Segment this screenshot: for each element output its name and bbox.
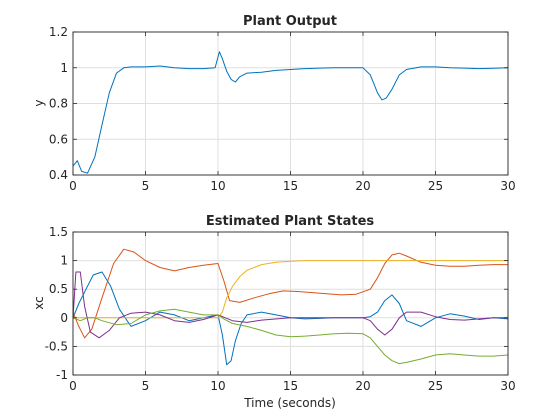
series-line-1 (72, 51, 509, 174)
y-tick-label: 1 (60, 61, 68, 75)
y-tick-label: 1.2 (49, 25, 68, 39)
plot-title: Estimated Plant States (206, 214, 375, 229)
series-line-2 (72, 248, 508, 339)
x-tick-label: 15 (283, 379, 298, 393)
series-line-4 (72, 271, 508, 339)
x-tick-label: 10 (210, 379, 225, 393)
x-axis-label: Time (seconds) (243, 396, 336, 410)
series-line-3 (73, 260, 508, 319)
series-line-1 (72, 271, 509, 366)
y-axis-label: xc (32, 296, 46, 310)
y-tick-label: 0.6 (49, 132, 68, 146)
plant-output-axes: Plant Output y 0 5 10 15 20 25 30 0.4 0.6 0.8 1 1.2 (32, 14, 516, 193)
x-tick-label: 25 (428, 379, 443, 393)
x-tick-label: 30 (500, 379, 515, 393)
x-tick-label: 0 (69, 379, 77, 393)
x-tick-label: 5 (142, 379, 150, 393)
plot-title: Plant Output (243, 14, 337, 29)
y-axis-label: y (32, 99, 46, 106)
x-tick-label: 0 (69, 179, 77, 193)
x-tick-label: 30 (500, 179, 515, 193)
x-tick-label: 20 (355, 379, 370, 393)
y-tick-label: 0.8 (49, 97, 68, 111)
x-tick-label: 20 (355, 179, 370, 193)
x-tick-label: 15 (283, 179, 298, 193)
x-tick-label: 10 (210, 179, 225, 193)
y-tick-label: 0 (60, 311, 68, 325)
y-tick-label: 0.4 (49, 168, 68, 182)
x-tick-label: 5 (142, 179, 150, 193)
y-tick-label: 1 (60, 254, 68, 268)
y-tick-label: 1.5 (49, 225, 68, 239)
y-tick-label: 0.5 (49, 282, 68, 296)
estimated-states-axes: Estimated Plant States xc Time (seconds)… (32, 214, 516, 410)
series-line-5 (72, 308, 509, 365)
x-tick-label: 25 (428, 179, 443, 193)
y-tick-label: -0.5 (45, 339, 68, 353)
y-tick-label: -1 (56, 368, 68, 382)
